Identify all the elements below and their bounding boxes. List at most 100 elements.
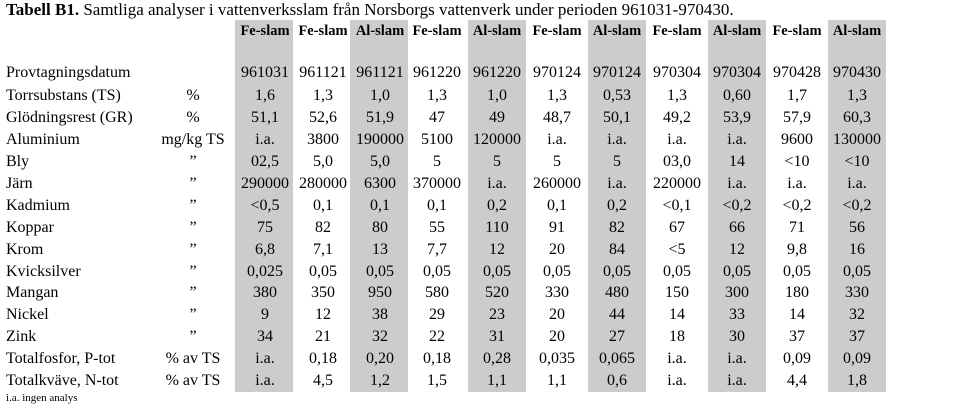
shaded-column	[235, 20, 293, 392]
table-cell: 29	[429, 306, 445, 323]
table-cell: 52,6	[309, 109, 337, 126]
table-cell: 1,0	[487, 87, 507, 104]
footnote: i.a. ingen analys	[6, 392, 78, 404]
column-header: Fe-slam	[412, 23, 462, 39]
table-cell: 9,8	[787, 241, 807, 258]
table-cell: i.a.	[255, 350, 275, 367]
table-cell: 80	[372, 219, 388, 236]
table-cell: 1,1	[547, 372, 567, 389]
table-cell: 1,3	[667, 87, 687, 104]
table-cell: i.a.	[847, 175, 867, 192]
table-cell: 1,3	[847, 87, 867, 104]
table-cell: 56	[849, 219, 865, 236]
table-cell: 5100	[421, 131, 453, 148]
table-cell: 57,9	[783, 109, 811, 126]
table-cell: 150	[665, 284, 689, 301]
table-cell: 1,5	[427, 372, 447, 389]
table-cell: 350	[311, 284, 335, 301]
table-cell: 480	[605, 284, 629, 301]
table-cell: 47	[429, 109, 445, 126]
table-cell: 14	[669, 306, 685, 323]
table-cell: i.a.	[727, 131, 747, 148]
table-cell: 0,05	[603, 263, 631, 280]
table-cell: 37	[789, 328, 805, 345]
table-cell: 300	[725, 284, 749, 301]
table-cell: i.a.	[487, 175, 507, 192]
row-unit: ”	[189, 153, 197, 170]
table-cell: 330	[845, 284, 869, 301]
row-label: Provtagningsdatum	[6, 64, 131, 81]
column-header: Fe-slam	[532, 23, 582, 39]
row-unit: %	[186, 109, 200, 126]
table-cell: 130000	[833, 131, 881, 148]
table-cell: i.a.	[255, 372, 275, 389]
table-cell: 950	[368, 284, 392, 301]
table-cell: 75	[257, 219, 273, 236]
table-cell: 1,3	[547, 87, 567, 104]
column-header: Al-slam	[832, 23, 882, 39]
table-cell: 20	[549, 306, 565, 323]
table-cell: 0,1	[370, 197, 390, 214]
table-cell: 0,05	[483, 263, 511, 280]
table-cell: 0,05	[723, 263, 751, 280]
table-cell: 1,8	[847, 372, 867, 389]
shaded-column	[588, 20, 646, 392]
table-cell: 961121	[299, 64, 347, 81]
table-cell: 520	[485, 284, 509, 301]
table-cell: 30	[729, 328, 745, 345]
row-label: Kadmium	[6, 197, 70, 214]
row-unit: ”	[189, 241, 197, 258]
row-unit: ”	[189, 284, 197, 301]
table-cell: 9	[261, 306, 269, 323]
table-cell: 0,1	[547, 197, 567, 214]
table-cell: 34	[257, 328, 273, 345]
table-cell: 9600	[781, 131, 813, 148]
table-cell: 23	[489, 306, 505, 323]
table-cell: 970428	[773, 64, 821, 81]
table-cell: 961220	[473, 64, 521, 81]
shaded-column	[468, 20, 526, 392]
table-cell: 5,0	[313, 153, 333, 170]
table-cell: <0,2	[782, 197, 812, 214]
table-cell: 48,7	[543, 109, 571, 126]
table-cell: i.a.	[667, 350, 687, 367]
table-cell: 0,2	[607, 197, 627, 214]
row-label: Nickel	[6, 306, 49, 323]
table-cell: 190000	[356, 131, 404, 148]
column-header: Fe-slam	[652, 23, 702, 39]
table-cell: <5	[668, 241, 686, 258]
table-cell: 7,7	[427, 241, 447, 258]
table-cell: 970430	[833, 64, 881, 81]
table-cell: 53,9	[723, 109, 751, 126]
table-cell: 0,20	[366, 350, 394, 367]
table-cell: 51,1	[251, 109, 279, 126]
row-label: Bly	[6, 153, 30, 170]
table-cell: 0,53	[603, 87, 631, 104]
table-cell: 0,025	[247, 263, 283, 280]
table-cell: 961121	[356, 64, 404, 81]
table-cell: <10	[844, 153, 870, 170]
table-cell: 0,28	[483, 350, 511, 367]
table-cell: 970124	[593, 64, 641, 81]
table-cell: 18	[669, 328, 685, 345]
table-cell: i.a.	[727, 175, 747, 192]
table-cell: 0,18	[309, 350, 337, 367]
row-label: Totalfosfor, P-tot	[6, 350, 116, 367]
table-cell: 0,60	[723, 87, 751, 104]
table-cell: 120000	[473, 131, 521, 148]
table-cell: 0,18	[423, 350, 451, 367]
table-cell: 0,6	[607, 372, 627, 389]
table-cell: 02,5	[251, 153, 279, 170]
table-cell: 20	[549, 328, 565, 345]
table-cell: <0,2	[842, 197, 872, 214]
column-header: Al-slam	[712, 23, 762, 39]
table-cell: 27	[609, 328, 625, 345]
table-cell: 82	[609, 219, 625, 236]
table-cell: <0,5	[250, 197, 280, 214]
row-unit: ”	[189, 306, 197, 323]
row-label: Järn	[6, 175, 33, 192]
column-header: Fe-slam	[772, 23, 822, 39]
table-cell: 1,3	[427, 87, 447, 104]
table-cell: 82	[315, 219, 331, 236]
table-cell: 180	[785, 284, 809, 301]
